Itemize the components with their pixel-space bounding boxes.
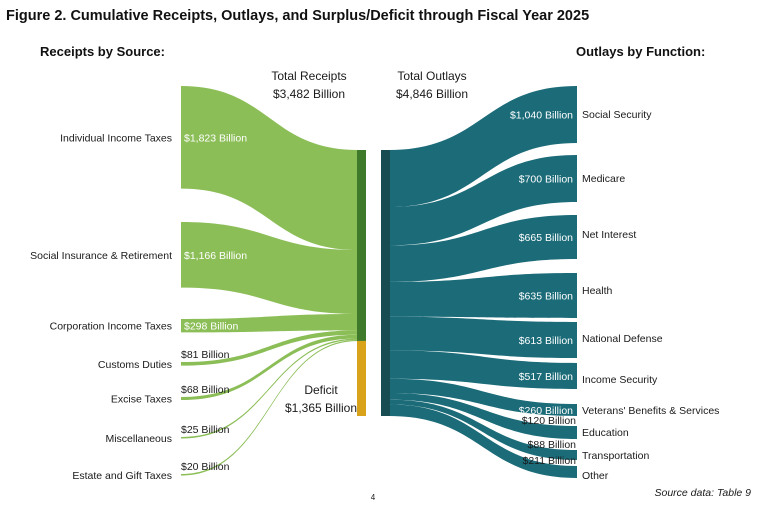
outlay-flow-transportation	[389, 399, 577, 460]
outlay-value-label: $1,040 Billion	[510, 110, 573, 122]
outlay-flow-social-security	[389, 86, 577, 208]
outlay-flow-medicare	[389, 155, 577, 246]
receipt-category-label: Social Insurance & Retirement	[30, 250, 172, 262]
outlay-value-label: $260 Billion	[519, 405, 573, 417]
receipt-value-label: $25 Billion	[181, 424, 230, 436]
outlay-category-label: Health	[582, 285, 613, 297]
source-note: Source data: Table 9	[654, 487, 751, 499]
total-outlays-value: $4,846 Billion	[396, 87, 468, 101]
outlay-flow-net-interest	[389, 215, 577, 282]
outlay-value-label: $120 Billion	[522, 415, 576, 427]
total-bars	[357, 150, 390, 416]
outlay-value-label: $88 Billion	[528, 439, 577, 451]
outlay-value-label: $665 Billion	[519, 232, 573, 244]
figure-title: Figure 2. Cumulative Receipts, Outlays, …	[6, 8, 589, 24]
receipt-category-label: Miscellaneous	[105, 433, 172, 445]
outlay-flow-national-defense	[389, 316, 577, 358]
receipt-flows	[181, 86, 358, 476]
outlay-value-label: $613 Billion	[519, 335, 573, 347]
deficit-value: $1,365 Billion	[285, 401, 357, 415]
receipt-value-label: $68 Billion	[181, 384, 230, 396]
receipt-category-label: Excise Taxes	[111, 394, 172, 406]
receipt-flow-corporation-income-taxes	[181, 313, 358, 333]
outlay-flow-income-security	[389, 350, 577, 389]
deficit-bar	[357, 340, 366, 416]
outlay-value-label: $517 Billion	[519, 371, 573, 383]
receipt-value-label: $298 Billion	[184, 321, 238, 333]
outlay-flows	[389, 86, 577, 478]
deficit-label: Deficit	[304, 383, 338, 397]
outlay-flow-health	[389, 273, 577, 318]
outlays-heading: Outlays by Function:	[576, 44, 705, 59]
receipt-flow-excise-taxes	[181, 334, 358, 401]
receipt-flow-estate-and-gift-taxes	[181, 339, 358, 476]
outlay-value-label: $700 Billion	[519, 174, 573, 186]
outlay-category-label: Transportation	[582, 450, 649, 462]
receipt-flow-miscellaneous	[181, 338, 358, 439]
outlay-category-label: Income Security	[582, 374, 658, 386]
receipt-category-label: Corporation Income Taxes	[50, 321, 172, 333]
page-number: 4	[371, 493, 376, 502]
outlay-value-label: $211 Billion	[522, 455, 576, 467]
receipt-value-label: $20 Billion	[181, 461, 230, 473]
receipt-value-label: $81 Billion	[181, 349, 230, 361]
outlay-category-label: Medicare	[582, 173, 625, 185]
outlay-category-label: Other	[582, 470, 609, 482]
receipt-category-label: Estate and Gift Taxes	[72, 470, 172, 482]
flow-labels: Individual Income Taxes $1,823 Billion Soc…	[30, 109, 719, 482]
total-outlays-label: Total Outlays	[397, 69, 466, 83]
receipt-category-label: Individual Income Taxes	[60, 132, 172, 144]
receipt-flow-customs-duties	[181, 330, 358, 366]
receipt-category-label: Customs Duties	[98, 359, 172, 371]
receipt-value-label: $1,823 Billion	[184, 132, 247, 144]
outlay-flow-veterans-benefits-services	[389, 378, 577, 416]
outlay-category-label: National Defense	[582, 333, 663, 345]
total-receipts-value: $3,482 Billion	[273, 87, 345, 101]
receipt-value-label: $1,166 Billion	[184, 250, 247, 262]
receipt-flow-social-insurance-retirement	[181, 222, 358, 314]
outlay-category-label: Social Security	[582, 109, 652, 121]
outlay-value-label: $635 Billion	[519, 291, 573, 303]
outlay-category-label: Net Interest	[582, 229, 636, 241]
total-receipts-label: Total Receipts	[271, 69, 346, 83]
receipts-heading: Receipts by Source:	[40, 44, 165, 59]
outlay-flow-other	[389, 404, 577, 478]
total-outlays-bar	[381, 150, 390, 416]
outlay-category-label: Veterans' Benefits & Services	[582, 405, 719, 417]
receipt-flow-individual-income-taxes	[181, 86, 358, 251]
outlay-category-label: Education	[582, 427, 629, 439]
outlay-flow-education	[389, 393, 577, 439]
total-receipts-bar	[357, 150, 366, 341]
